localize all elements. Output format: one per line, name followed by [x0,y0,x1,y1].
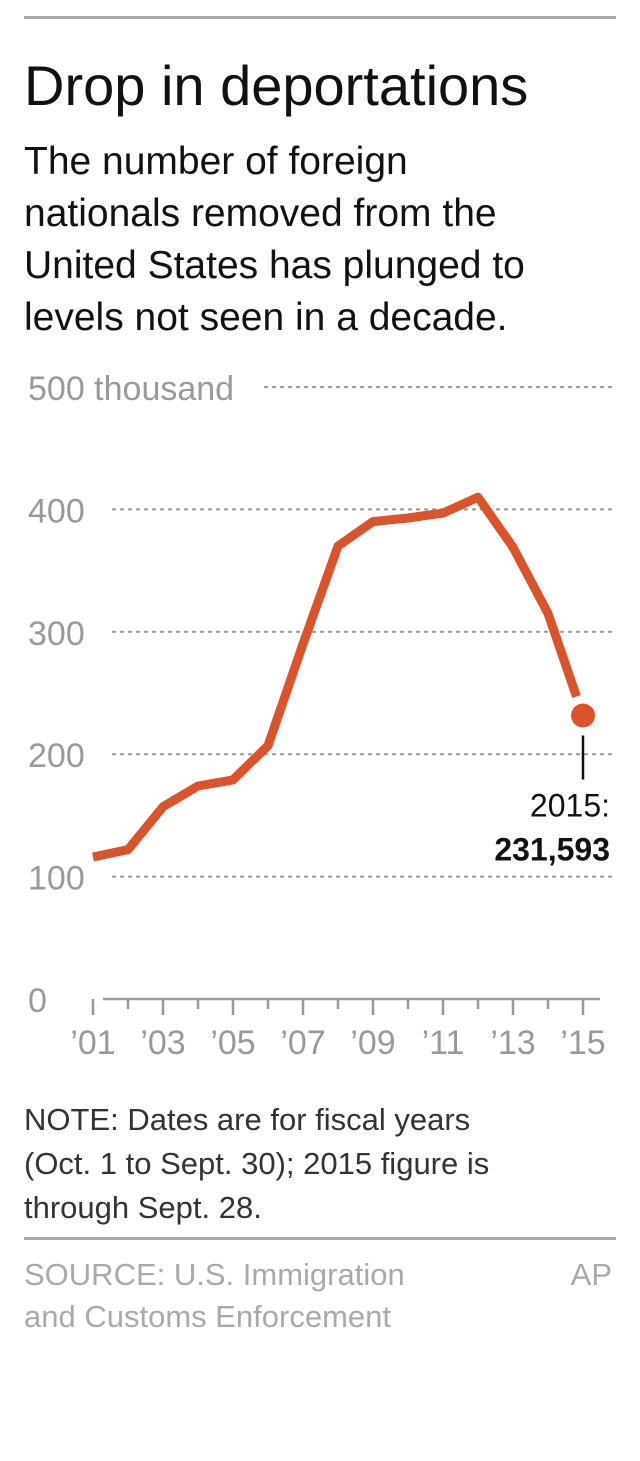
note-line: through Sept. 28. [24,1190,262,1225]
subtitle-line: levels not seen in a decade. [24,296,508,339]
source-line: SOURCE: U.S. Immigration [24,1257,405,1292]
series-line [92,492,581,862]
y-tick-label: 200 [28,737,85,775]
x-tick-label: ’07 [280,1024,325,1060]
subtitle-line: The number of foreign [24,140,408,183]
x-tick-label: ’09 [350,1024,395,1060]
label-layer: 0 100 200 300 400 500 thousand ’01 ’03 ’05 ’07 ’09… [28,370,610,1060]
bottom-rule [24,1237,616,1240]
note-line: (Oct. 1 to Sept. 30); 2015 figure is [24,1146,490,1181]
source-line: and Customs Enforcement [24,1299,392,1334]
y-tick-label: 0 [28,982,47,1020]
agency-credit: AP [570,1257,612,1292]
y-tick-label: 400 [28,492,85,530]
y-tick-label: 300 [28,615,85,653]
x-tick-label: ’03 [140,1024,185,1060]
source-credit: SOURCE: U.S. Immigration and Customs Enf… [24,1254,524,1338]
x-tick-label: ’05 [210,1024,255,1060]
subtitle-line: nationals removed from the [24,192,497,235]
y-tick-label: 500 thousand [28,370,234,408]
annotation-value: 231,593 [494,832,610,868]
chart-note: NOTE: Dates are for fiscal years (Oct. 1… [24,1098,624,1230]
x-tick-label: ’13 [490,1024,535,1060]
grid-layer [111,385,618,878]
x-axis [91,997,600,1015]
annotation-year: 2015: [530,788,610,824]
chart-subtitle: The number of foreign nationals removed … [24,136,624,344]
x-tick-label: ’11 [422,1024,465,1060]
note-line: NOTE: Dates are for fiscal years [24,1102,471,1137]
y-tick-label: 100 [28,860,85,898]
x-tick-label: ’01 [70,1024,115,1060]
latest-value-dot [571,703,595,728]
x-tick-label: ’15 [560,1024,605,1060]
series-layer [92,492,595,862]
top-rule [24,16,616,19]
line-chart: 0 100 200 300 400 500 thousand ’01 ’03 ’05 ’07 ’09… [28,370,618,1060]
chart-title: Drop in deportations [24,54,529,117]
subtitle-line: United States has plunged to [24,244,525,287]
